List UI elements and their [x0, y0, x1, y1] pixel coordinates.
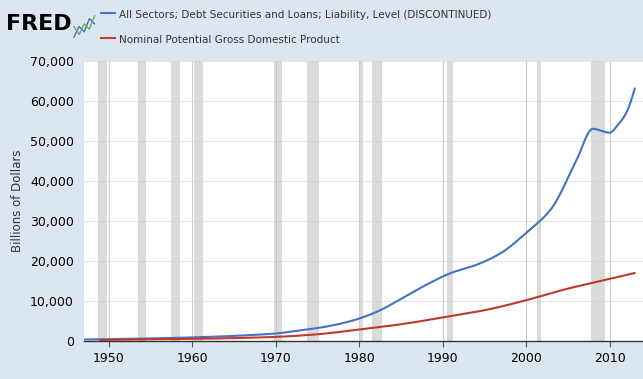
Bar: [372, 61, 382, 341]
Bar: [138, 61, 146, 341]
Y-axis label: Billions of Dollars: Billions of Dollars: [12, 150, 24, 252]
Bar: [98, 61, 107, 341]
Text: Nominal Potential Gross Domestic Product: Nominal Potential Gross Domestic Product: [119, 35, 340, 45]
Text: FRED: FRED: [6, 14, 72, 34]
Bar: [307, 61, 320, 341]
Bar: [273, 61, 282, 341]
Bar: [194, 61, 203, 341]
Text: All Sectors; Debt Securities and Loans; Liability, Level (DISCONTINUED): All Sectors; Debt Securities and Loans; …: [119, 10, 491, 20]
Bar: [591, 61, 606, 341]
Bar: [536, 61, 541, 341]
Bar: [359, 61, 363, 341]
Bar: [171, 61, 179, 341]
Bar: [447, 61, 453, 341]
